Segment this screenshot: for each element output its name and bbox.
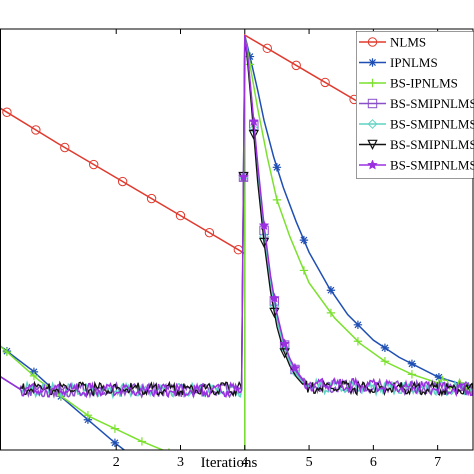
- legend: NLMS IPNLMS BS-IPNLMS BS-SMIPNLMS BS-SMIPNLM…: [356, 31, 474, 179]
- legend-item: IPNLMS: [359, 55, 438, 70]
- legend-marker: [367, 37, 378, 47]
- legend-item: BS-SMIPNLMS: [359, 96, 474, 111]
- legend-label: BS-SMIPNLMS: [390, 117, 474, 132]
- data-point: [175, 210, 186, 221]
- data-point: [248, 129, 259, 141]
- data-point: [299, 235, 309, 245]
- x-tick-label: 6: [370, 455, 377, 470]
- legend-label: BS-SMIPNLMS: [390, 96, 474, 111]
- data-point: [279, 348, 290, 359]
- data-point: [258, 219, 270, 231]
- data-point: [407, 359, 417, 368]
- legend-box: [356, 31, 474, 179]
- x-tick-label: 2: [113, 455, 120, 470]
- legend-item: BS-SMIPNLMS: [359, 137, 474, 152]
- data-point: [238, 171, 249, 182]
- data-point: [110, 424, 120, 433]
- data-point: [29, 371, 39, 381]
- legend-marker: [368, 58, 377, 67]
- legend-marker: [367, 159, 378, 170]
- legend-item: NLMS: [359, 35, 426, 50]
- data-point: [272, 195, 282, 205]
- data-point: [137, 437, 147, 446]
- x-axis-label: Iterations: [201, 455, 258, 471]
- legend-marker: [368, 78, 377, 88]
- data-point: [380, 357, 390, 366]
- data-point: [204, 227, 215, 238]
- data-point: [248, 115, 260, 127]
- data-point: [291, 60, 301, 71]
- data-point: [272, 163, 282, 172]
- legend-label: BS-SMIPNLMS: [390, 137, 474, 152]
- data-point: [268, 292, 280, 303]
- data-point: [299, 266, 309, 275]
- data-point: [2, 347, 12, 357]
- series-line-7: [0, 35, 473, 399]
- data-point: [353, 337, 363, 346]
- x-tick-label: 4: [241, 455, 248, 470]
- legend-marker: [367, 119, 378, 129]
- data-point: [117, 176, 128, 187]
- data-point: [326, 286, 336, 295]
- data-point: [380, 343, 390, 353]
- data-point: [146, 193, 157, 204]
- axes-frame: [0, 28, 474, 451]
- legend-item: BS-IPNLMS: [359, 76, 458, 91]
- legend-item: BS-SMIPNLMS: [359, 158, 474, 173]
- data-point: [279, 338, 291, 349]
- data-point: [353, 320, 363, 329]
- legend-label: IPNLMS: [390, 55, 438, 70]
- data-point: [83, 415, 93, 424]
- data-point: [434, 372, 444, 382]
- data-point: [83, 411, 93, 420]
- data-point: [326, 308, 336, 318]
- data-point: [89, 159, 99, 170]
- x-tick-label: 7: [434, 455, 441, 470]
- data-point: [60, 142, 70, 153]
- data-point: [2, 107, 12, 117]
- legend-item: BS-SMIPNLMS: [359, 117, 474, 132]
- data-point: [31, 125, 41, 135]
- data-point: [245, 52, 255, 61]
- data-point: [262, 43, 272, 54]
- legend-marker: [367, 139, 378, 151]
- data-point: [320, 77, 330, 88]
- x-tick-label: 3: [177, 455, 184, 470]
- legend-marker: [367, 98, 378, 109]
- legend-label: NLMS: [390, 35, 426, 50]
- data-point: [407, 370, 417, 379]
- data-point: [289, 362, 301, 373]
- legend-label: BS-SMIPNLMS: [390, 158, 474, 173]
- data-point: [110, 438, 120, 447]
- series-7: [0, 35, 473, 399]
- x-tick-label: 5: [306, 455, 313, 470]
- legend-label: BS-IPNLMS: [390, 76, 458, 91]
